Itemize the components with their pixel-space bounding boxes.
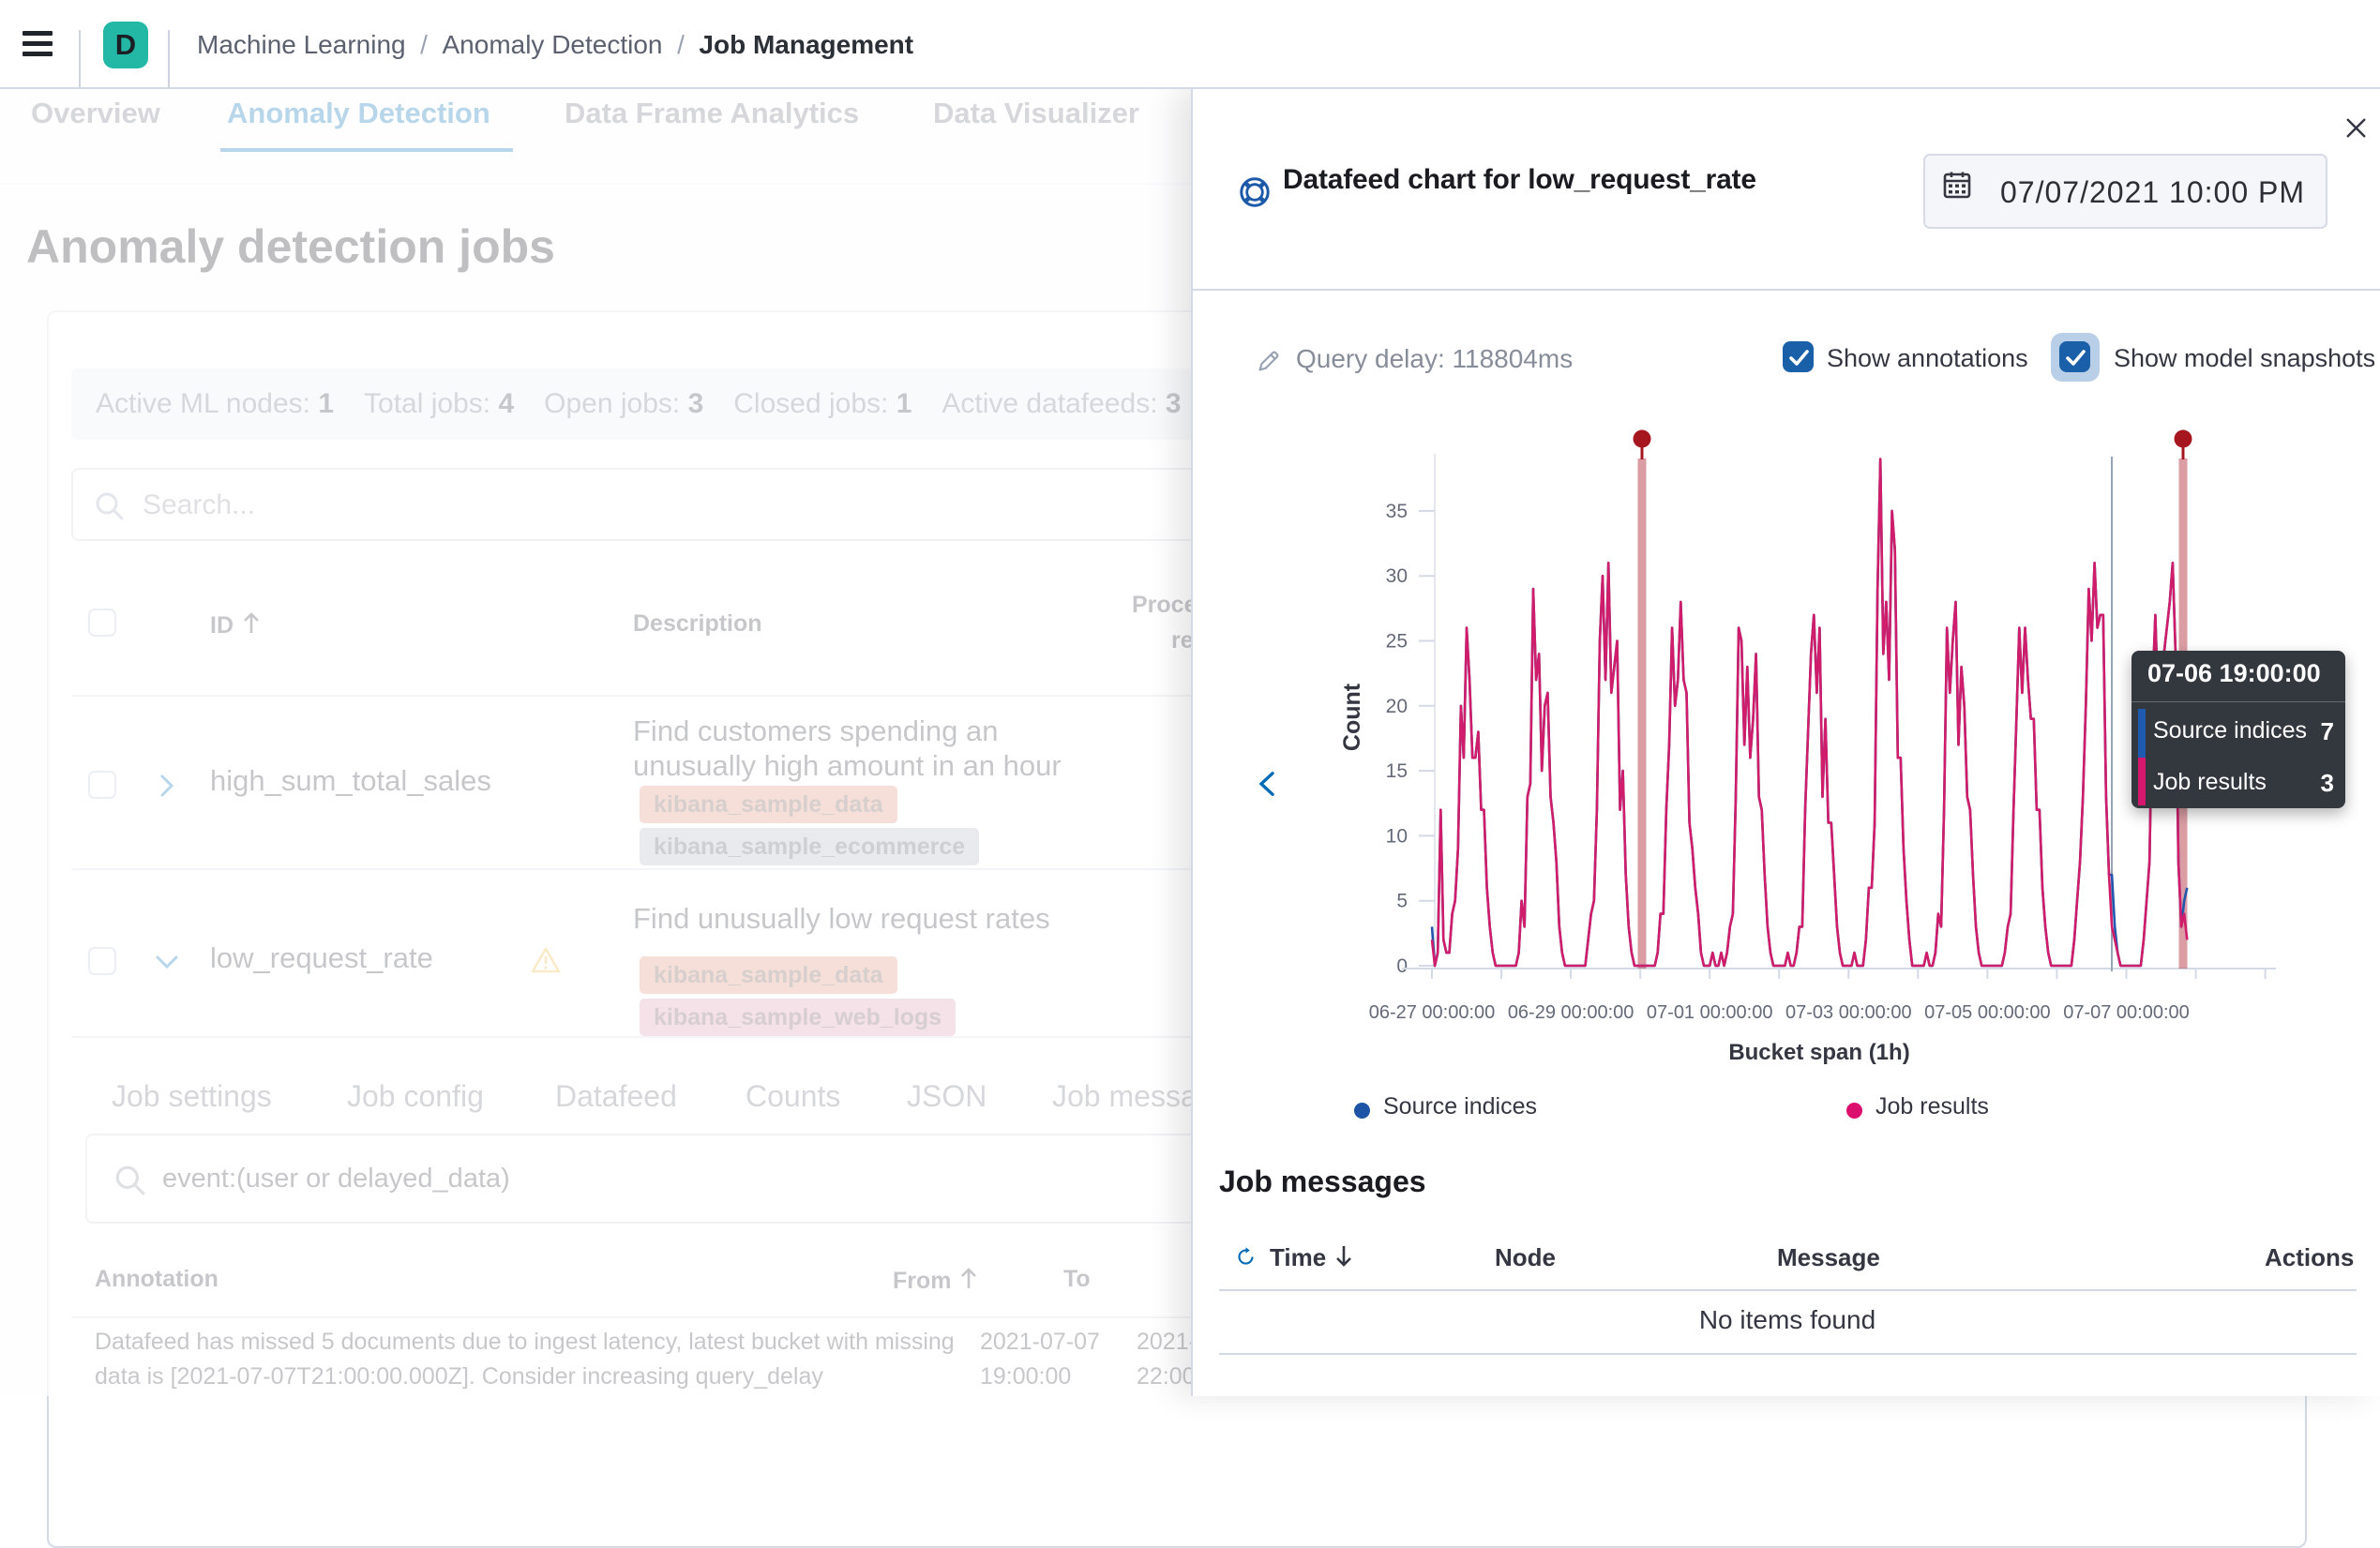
svg-text:5: 5 — [1396, 891, 1408, 912]
svg-text:06-29 00:00:00: 06-29 00:00:00 — [1508, 1002, 1634, 1023]
svg-text:30: 30 — [1386, 565, 1408, 587]
svg-text:0: 0 — [1396, 955, 1408, 977]
svg-text:07-03 00:00:00: 07-03 00:00:00 — [1785, 1002, 1912, 1023]
svg-text:25: 25 — [1386, 631, 1408, 653]
svg-text:Bucket span (1h): Bucket span (1h) — [1728, 1040, 1909, 1065]
svg-text:35: 35 — [1386, 501, 1408, 522]
svg-text:07-07 00:00:00: 07-07 00:00:00 — [2063, 1002, 2190, 1023]
svg-text:10: 10 — [1386, 825, 1408, 847]
svg-text:15: 15 — [1386, 760, 1408, 782]
svg-text:20: 20 — [1386, 696, 1408, 717]
svg-text:07-05 00:00:00: 07-05 00:00:00 — [1924, 1002, 2051, 1023]
svg-text:Count: Count — [1339, 683, 1365, 751]
svg-text:06-27 00:00:00: 06-27 00:00:00 — [1369, 1002, 1496, 1023]
svg-text:07-01 00:00:00: 07-01 00:00:00 — [1647, 1002, 1773, 1023]
